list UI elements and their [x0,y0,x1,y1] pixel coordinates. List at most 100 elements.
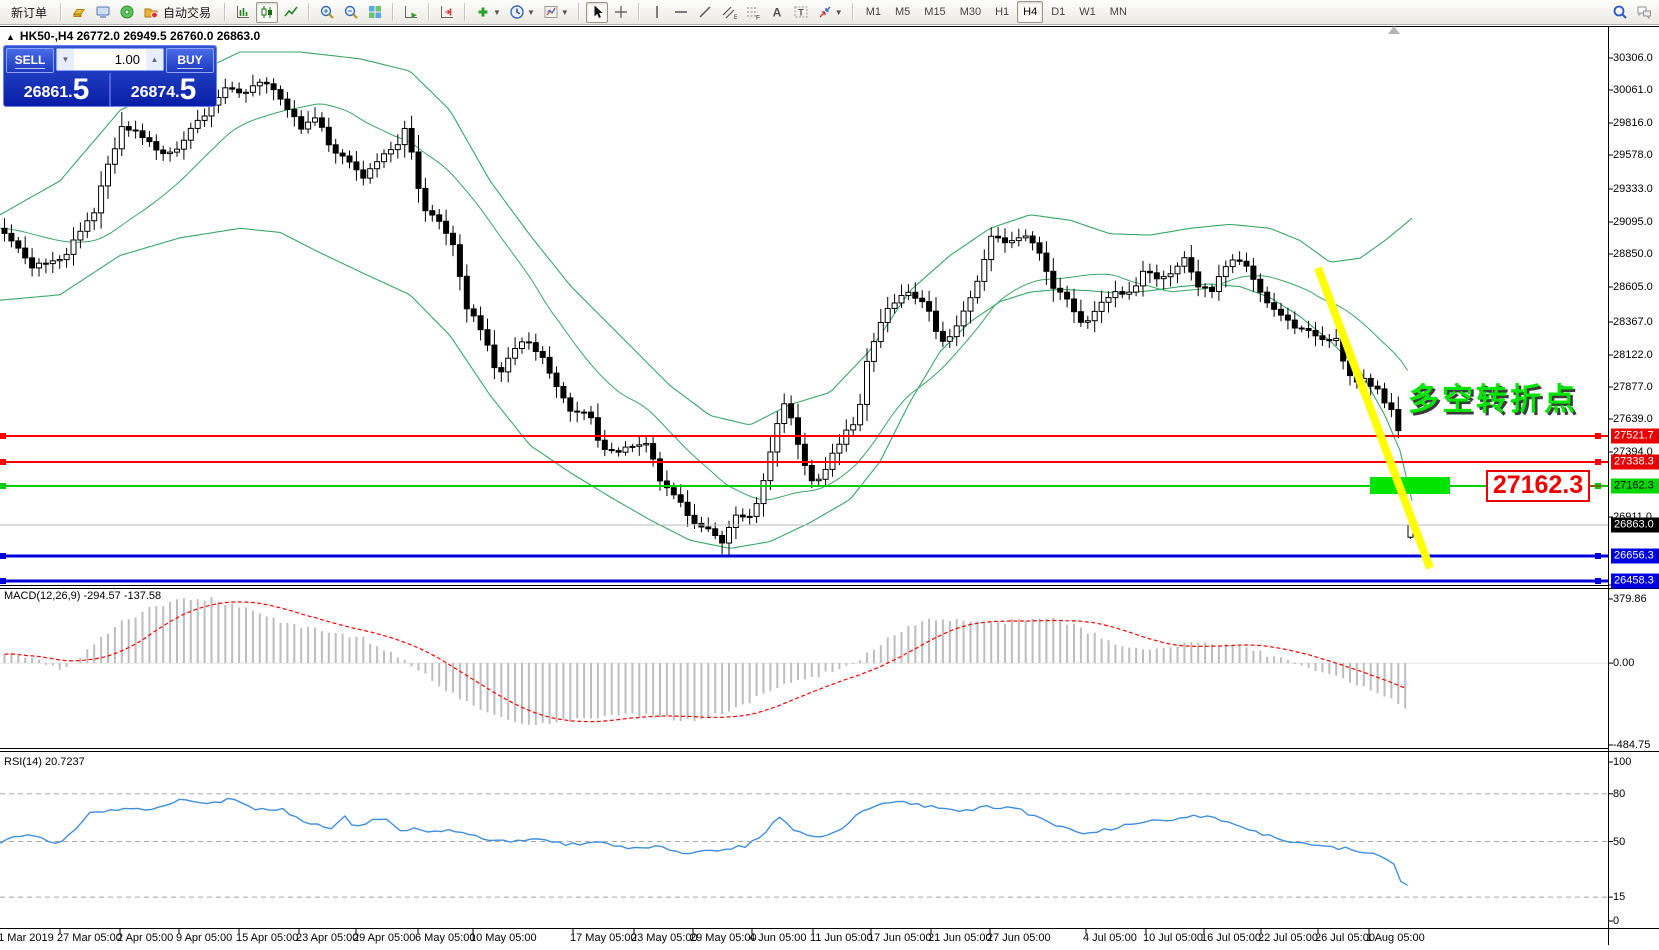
svg-text:E: E [734,15,737,20]
timeframe-m5-button[interactable]: M5 [895,6,911,18]
svg-text:F: F [756,15,760,21]
text-label-icon[interactable]: T [790,2,812,23]
periods-icon[interactable]: ▼ [506,2,538,23]
templates-icon [544,6,558,18]
rsi-axis-label: 80 [1613,787,1626,800]
toolbar: 新订单 自动交易 ▼ ▼ ▼ E F A T ▼ M1 M5 M15 M30 H1 H4 D1 W1 MN [0,0,1659,25]
rsi-label: RSI(14) 20.7237 [4,756,85,768]
price-axis-label: 30061.0 [1613,84,1653,96]
arrows-icon [819,6,831,18]
text-label-icon: T [794,6,808,18]
fibonacci-icon[interactable]: F [742,2,764,23]
chart-shift-icon [441,6,454,18]
price-badge: 27521.7 [1611,428,1659,444]
signal-icon[interactable] [116,2,138,23]
timeframe-m30-button[interactable]: M30 [959,6,982,18]
toolbar-separator [308,3,311,21]
turning-point-annotation: 多空转折点 [1408,382,1578,417]
sell-price[interactable]: 26861. 5 [23,73,90,106]
timeframe-h1-button[interactable]: H1 [995,6,1010,18]
price-badge: 26863.0 [1611,517,1659,533]
time-axis-label: 1 Aug 05:00 [1366,932,1425,944]
templates-icon[interactable]: ▼ [540,2,572,23]
dropdown-caret-icon: ▼ [526,7,535,17]
price-axis-label: 29333.0 [1613,183,1653,195]
new-order-button[interactable]: 新订单 [11,5,48,20]
rsi-axis-label: 100 [1613,756,1632,768]
line-chart-icon[interactable] [280,2,302,23]
chat-icon[interactable] [1633,2,1655,23]
buy-button[interactable]: BUY [166,48,214,73]
crosshair-icon [614,6,627,18]
sell-button[interactable]: SELL [6,48,54,73]
rsi-axis-label: 0 [1613,915,1620,927]
timeframe-h4-button[interactable]: H4 [1017,1,1044,23]
search-icon[interactable] [1609,2,1631,23]
vertical-line-icon[interactable] [646,2,668,23]
timeframe-d1-button[interactable]: D1 [1051,6,1066,18]
price-axis-label: 27639.0 [1613,413,1653,425]
arrows-icon[interactable]: ▼ [814,2,846,23]
price-badge: 26458.3 [1611,573,1659,589]
price-axis-label: 30306.0 [1613,52,1653,64]
zoom-out-icon[interactable] [340,2,362,23]
collapse-panel-icon[interactable]: ▲ [6,32,15,42]
crosshair-icon[interactable] [610,2,632,23]
cursor-icon[interactable] [585,1,608,23]
buy-price[interactable]: 26874. 5 [130,73,197,106]
timeframe-m15-button[interactable]: M15 [924,6,946,18]
time-axis-label: 11 Jun 05:00 [810,932,873,944]
price-axis-label: 29816.0 [1613,117,1653,129]
gold-icon[interactable] [68,2,90,23]
chart-shift-icon[interactable] [436,2,458,23]
time-axis-label: 29 May 05:00 [690,932,757,944]
one-click-trading-panel: SELL ▼ 1.00 ▲ BUY 26861. 5 26874. 5 [3,45,217,107]
tile-windows-icon [369,6,382,18]
horizontal-line-icon[interactable] [670,2,692,23]
bar-chart-icon[interactable] [232,2,254,23]
toolbar-separator [637,3,640,21]
text-icon: A [772,6,781,20]
chart-shift-marker[interactable] [1388,26,1400,34]
zoom-in-icon[interactable] [316,2,338,23]
time-axis-label: 16 Jul 05:00 [1201,932,1261,944]
tile-windows-icon[interactable] [364,2,386,23]
toolbar-separator [224,3,227,21]
autotrade-icon [144,8,159,19]
auto-scroll-icon[interactable] [400,2,422,23]
timeframe-m1-button[interactable]: M1 [865,6,881,18]
toolbar-separator [60,3,63,21]
dropdown-caret-icon: ▼ [493,7,501,17]
toolbar-separator [464,3,467,21]
toolbar-separator [577,3,580,21]
macd-axis-label: 379.86 [1613,593,1647,605]
macd-axis-label: -484.75 [1613,739,1651,751]
volume-spinner: ▼ 1.00 ▲ [56,48,164,71]
terminal-icon[interactable] [92,2,114,23]
candlestick-icon[interactable] [256,1,279,23]
signal-icon [120,5,134,19]
volume-input[interactable]: 1.00 [114,52,140,67]
timeframe-w1-button[interactable]: W1 [1079,6,1096,18]
time-axis-label: 17 May 05:00 [570,932,637,944]
indicators-icon[interactable]: ▼ [472,2,504,23]
chart-area[interactable]: ▲ HK50-,H4 26772.0 26949.5 26760.0 26863.… [0,25,1659,950]
equidistant-channel-icon[interactable]: E [718,2,740,23]
svg-text:T: T [798,8,804,18]
fibonacci-icon: F [746,7,760,21]
gold-icon [73,9,85,17]
time-axis-label: 15 Apr 05:00 [236,932,299,944]
zoom-in-icon [320,5,334,19]
text-icon[interactable]: A [766,2,788,23]
timeframe-mn-button[interactable]: MN [1109,6,1127,18]
volume-up-button[interactable]: ▲ [146,49,163,70]
price-axis-label: 28605.0 [1613,281,1653,293]
time-axis-label: 27 Jun 05:00 [987,932,1051,944]
trendline-icon[interactable] [694,2,716,23]
volume-down-button[interactable]: ▼ [57,49,74,70]
vertical-line-icon [656,6,658,18]
search-icon [1613,5,1627,19]
horizontal-line-icon [674,11,687,13]
auto-scroll-icon [405,6,418,18]
autotrade-button[interactable]: 自动交易 [140,2,218,23]
